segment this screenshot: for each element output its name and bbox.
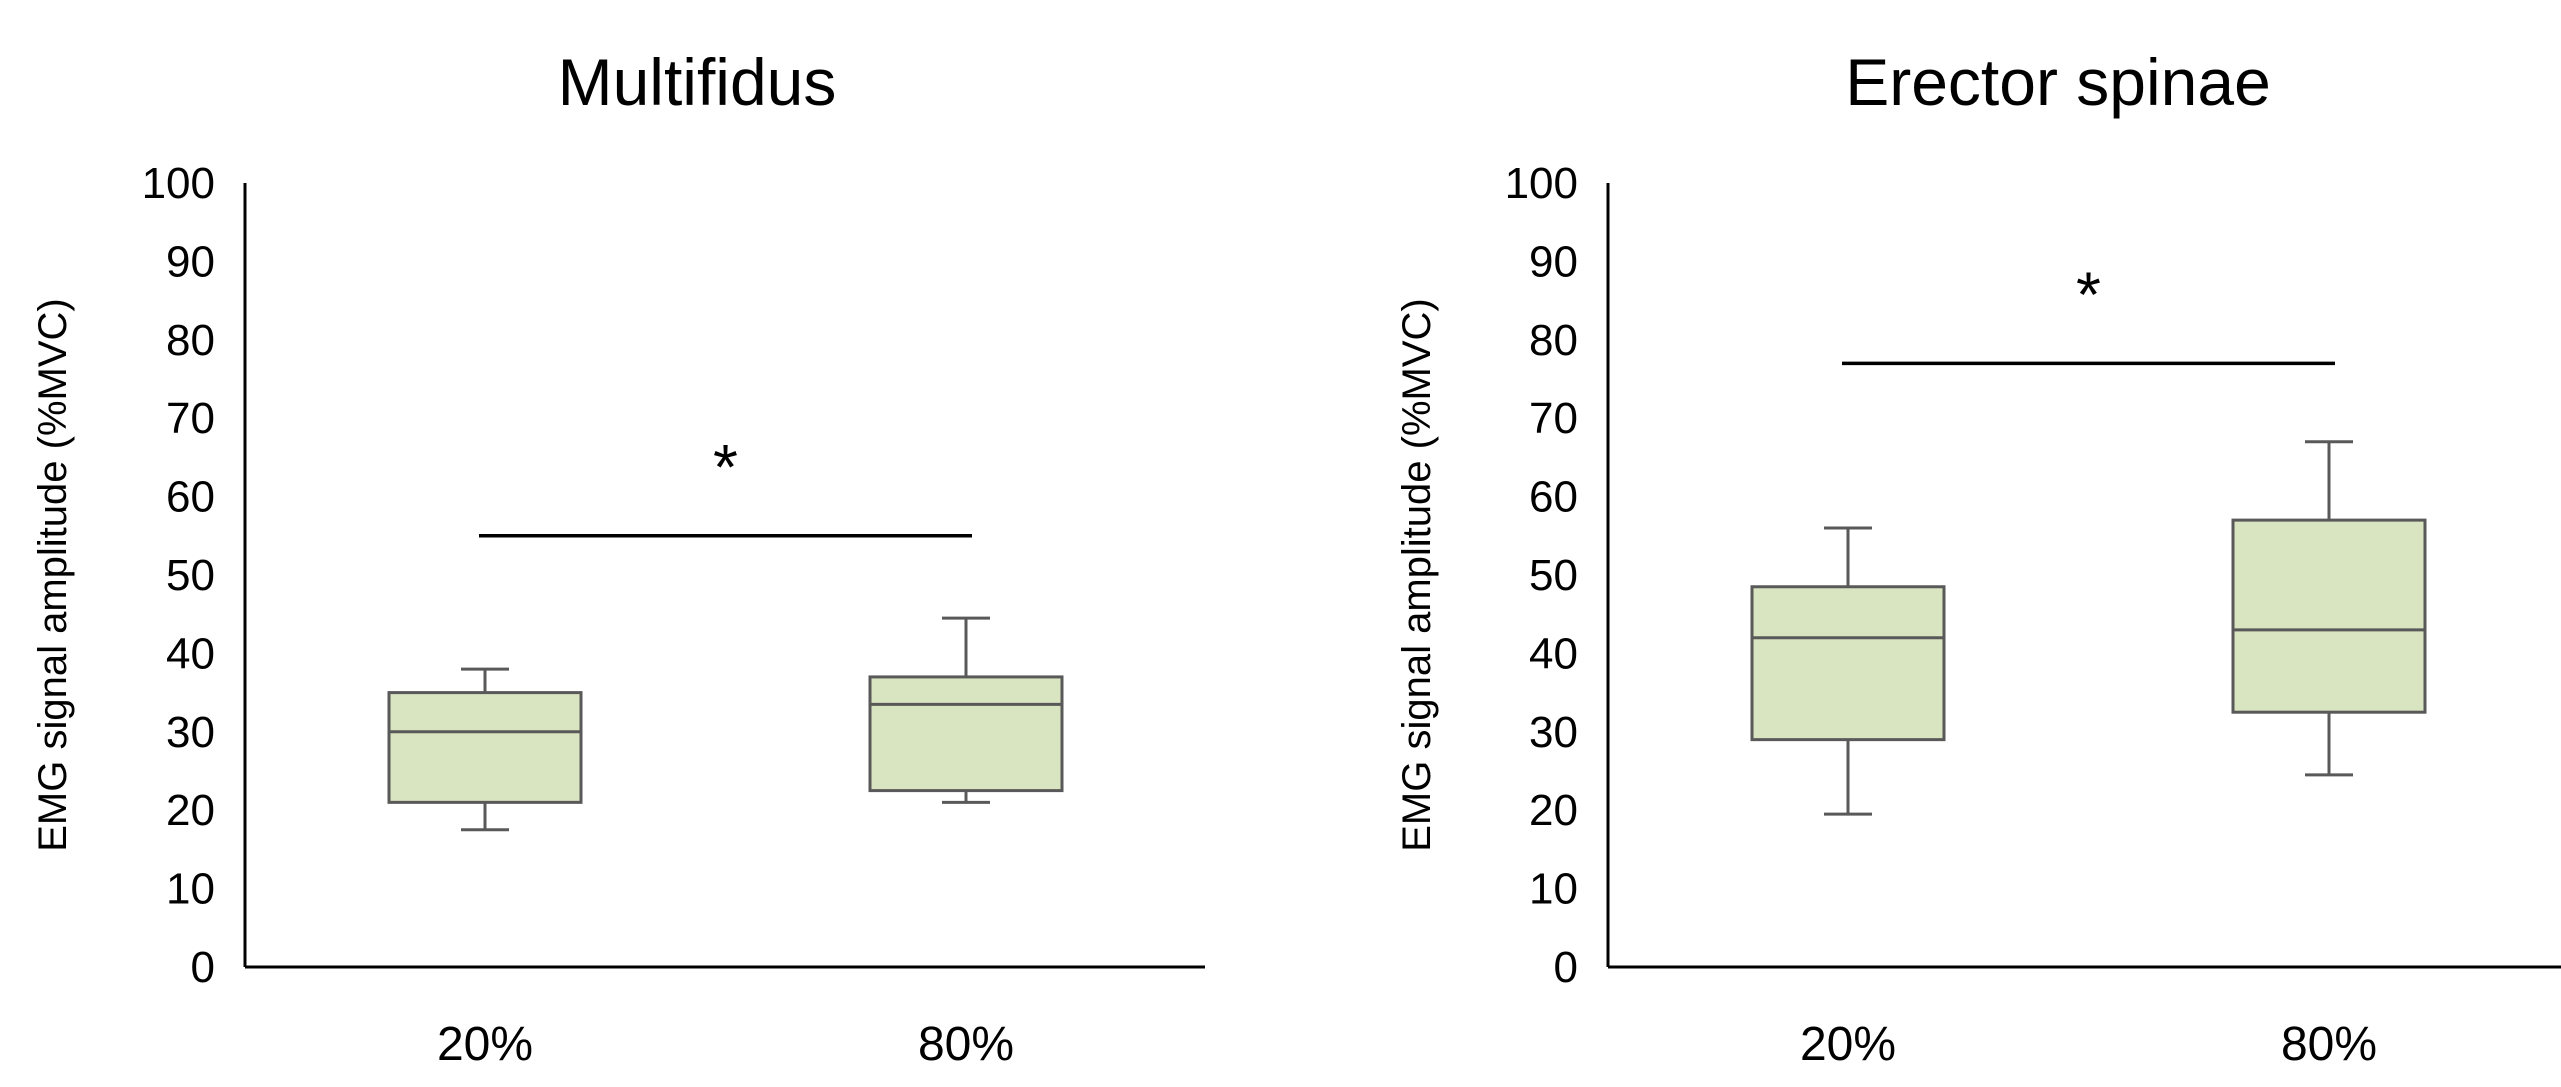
interquartile-box (2231, 518, 2427, 714)
y-tick-label: 70 (166, 394, 215, 443)
x-tick-label: 80% (2281, 1018, 2377, 1071)
box-plot-1 (387, 667, 583, 832)
y-tick-label: 30 (1529, 708, 1578, 757)
box-plot-1 (1750, 526, 1946, 816)
y-tick-label: 40 (166, 629, 215, 678)
interquartile-box (387, 691, 583, 804)
box-plot-2 (2231, 440, 2427, 777)
box-plot-2 (868, 616, 1064, 804)
interquartile-box (868, 675, 1064, 793)
y-tick-label: 90 (1529, 237, 1578, 286)
y-tick-label: 50 (1529, 551, 1578, 600)
y-axis-label: EMG signal amplitude (%MVC) (31, 298, 75, 852)
y-tick-label: 20 (1529, 786, 1578, 835)
y-tick-label: 40 (1529, 629, 1578, 678)
x-tick-label: 20% (437, 1018, 533, 1071)
y-axis-label: EMG signal amplitude (%MVC) (1395, 298, 1439, 852)
chart-title: Multifidus (558, 45, 837, 119)
y-tick-label: 30 (166, 708, 215, 757)
x-tick-label: 20% (1800, 1018, 1896, 1071)
chart-panel-1: Multifidus EMG signal amplitude (%MVC) 0 10… (31, 45, 1205, 1071)
x-tick-label: 80% (918, 1018, 1014, 1071)
y-tick-label: 10 (166, 865, 215, 914)
chart-title: Erector spinae (1845, 45, 2271, 119)
interquartile-box (1750, 585, 1946, 742)
y-tick-label: 10 (1529, 865, 1578, 914)
y-tick-label: 60 (166, 473, 215, 522)
chart-panel-2: Erector spinae EMG signal amplitude (%MVC… (1395, 45, 2561, 1071)
y-tick-label: 100 (1505, 159, 1578, 208)
y-tick-label: 50 (166, 551, 215, 600)
y-tick-label: 0 (191, 943, 215, 992)
y-tick-label: 80 (166, 316, 215, 365)
y-tick-label: 70 (1529, 394, 1578, 443)
y-tick-label: 60 (1529, 473, 1578, 522)
y-tick-label: 20 (166, 786, 215, 835)
significance-marker: * (713, 431, 738, 503)
significance-marker: * (2076, 258, 2101, 330)
y-tick-label: 100 (142, 159, 215, 208)
y-tick-label: 90 (166, 237, 215, 286)
y-tick-label: 80 (1529, 316, 1578, 365)
y-tick-label: 0 (1554, 943, 1578, 992)
